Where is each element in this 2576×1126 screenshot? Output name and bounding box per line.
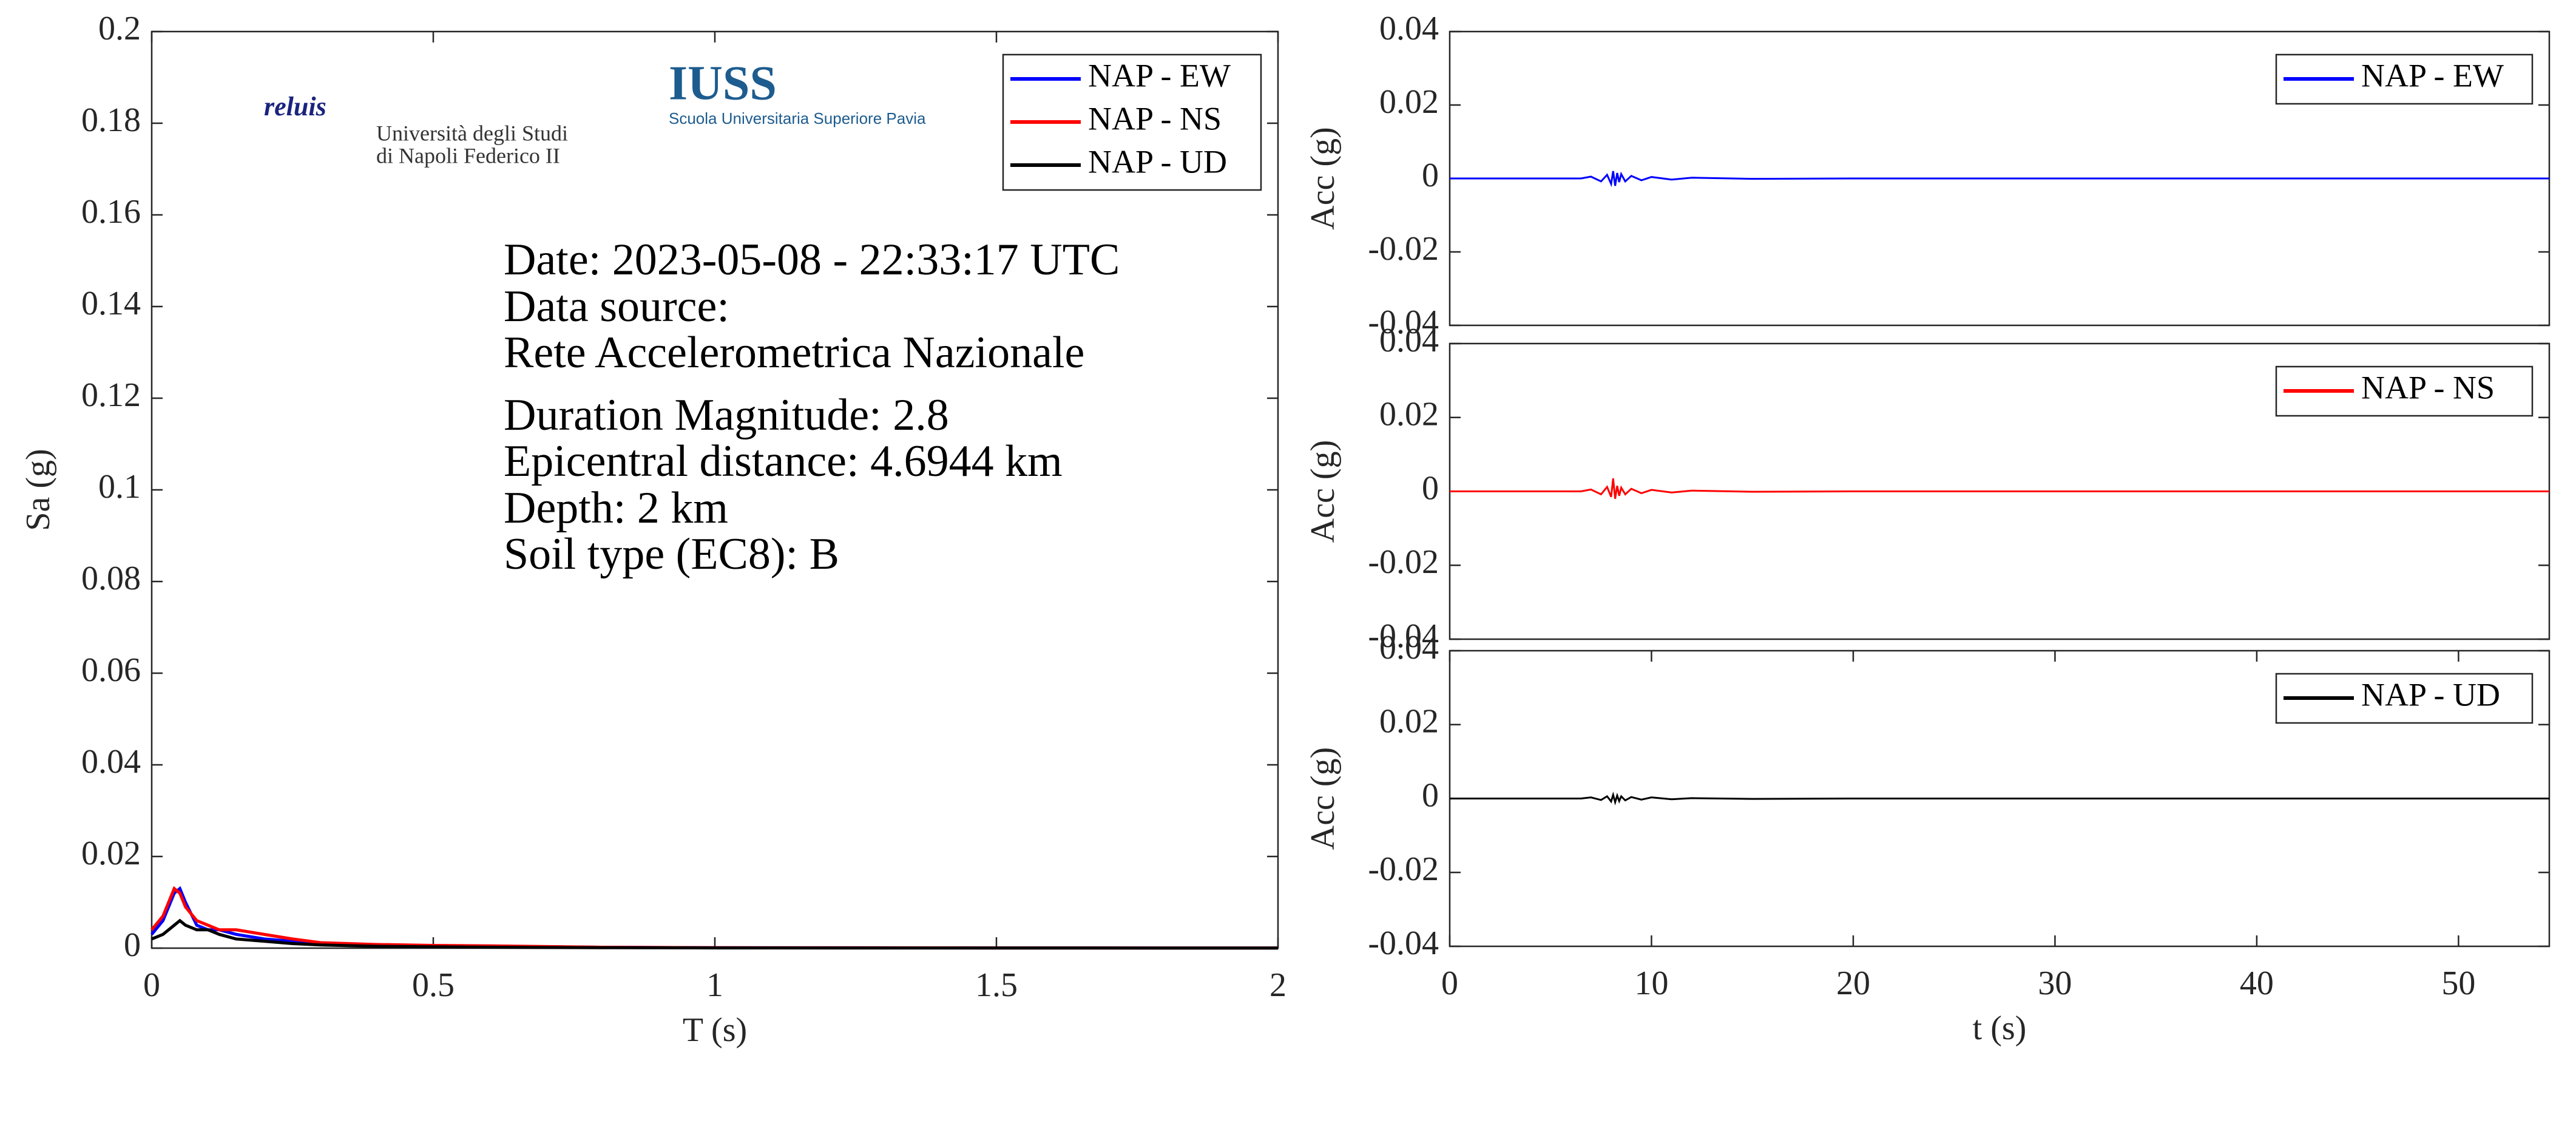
legend-label: NAP - NS — [2361, 369, 2495, 405]
annotation: Date: 2023-05-08 - 22:33:17 UTC — [504, 235, 1120, 285]
x-tick-label: 10 — [1634, 965, 1668, 1002]
x-axis-label: T (s) — [683, 1011, 747, 1049]
y-tick-label: 0.04 — [1379, 629, 1439, 666]
annotation: Depth: 2 km — [504, 483, 728, 533]
y-tick-label: -0.04 — [1368, 617, 1439, 655]
legend-label: NAP - UD — [2361, 676, 2500, 713]
y-tick-label: 0.2 — [98, 10, 141, 47]
y-tick-label: 0 — [1422, 157, 1439, 194]
legend-label: NAP - EW — [1088, 57, 1231, 93]
x-tick-label: 0 — [1441, 965, 1458, 1002]
logo-text: reluis — [264, 92, 326, 121]
y-tick-label: 0.04 — [81, 743, 141, 781]
x-tick-label: 0.5 — [412, 966, 455, 1004]
logo-text: Scuola Universitaria Superiore Pavia — [669, 109, 926, 127]
y-tick-label: 0.1 — [98, 468, 141, 506]
legend-label: NAP - NS — [1088, 100, 1222, 137]
x-tick-label: 2 — [1269, 966, 1286, 1004]
y-tick-label: -0.04 — [1368, 304, 1439, 341]
y-axis-label: Acc (g) — [1304, 747, 1342, 850]
y-tick-label: 0.02 — [1379, 703, 1439, 741]
y-tick-label: 0.02 — [1379, 83, 1439, 121]
series-line — [1450, 171, 2549, 188]
y-tick-label: 0.04 — [1379, 322, 1439, 359]
legend-label: NAP - UD — [1088, 143, 1227, 180]
annotation: Data source: — [504, 282, 729, 331]
annotation: Duration Magnitude: 2.8 — [504, 390, 949, 440]
y-tick-label: -0.02 — [1368, 230, 1439, 268]
y-tick-label: 0.04 — [1379, 10, 1439, 47]
y-tick-label: 0.12 — [81, 376, 141, 414]
y-tick-label: -0.04 — [1368, 924, 1439, 962]
logo-text: di Napoli Federico II — [376, 143, 560, 168]
y-tick-label: 0 — [1422, 776, 1439, 814]
y-tick-label: 0.08 — [81, 560, 141, 597]
y-tick-label: 0.02 — [1379, 396, 1439, 433]
y-tick-label: 0.14 — [81, 285, 141, 322]
annotation: Rete Accelerometrica Nazionale — [504, 328, 1084, 378]
y-tick-label: 0.18 — [81, 101, 141, 139]
y-axis-label: Acc (g) — [1304, 127, 1342, 229]
y-tick-label: 0.16 — [81, 193, 141, 231]
x-tick-label: 50 — [2441, 965, 2475, 1002]
x-axis-label: t (s) — [1973, 1009, 2027, 1047]
y-tick-label: 0 — [124, 926, 141, 964]
series-line — [151, 918, 1279, 950]
y-tick-label: 0 — [1422, 469, 1439, 507]
annotation: Epicentral distance: 4.6944 km — [504, 436, 1063, 486]
x-tick-label: 1.5 — [975, 966, 1018, 1004]
logo-text: Università degli Studi — [376, 121, 568, 145]
series-line — [1450, 478, 2549, 499]
x-tick-label: 0 — [143, 966, 160, 1004]
y-axis-label: Acc (g) — [1304, 440, 1342, 543]
logo-text: IUSS — [669, 56, 777, 110]
annotation: Soil type (EC8): B — [504, 529, 839, 579]
y-axis-label: Sa (g) — [19, 449, 57, 531]
y-tick-label: -0.02 — [1368, 543, 1439, 581]
x-tick-label: 40 — [2240, 965, 2274, 1002]
y-tick-label: -0.02 — [1368, 850, 1439, 888]
y-tick-label: 0.06 — [81, 651, 141, 689]
x-tick-label: 30 — [2038, 965, 2072, 1002]
x-tick-label: 20 — [1836, 965, 1870, 1002]
x-tick-label: 1 — [706, 966, 723, 1004]
legend-label: NAP - EW — [2361, 57, 2504, 93]
series-line — [1450, 791, 2549, 806]
y-tick-label: 0.02 — [81, 835, 141, 872]
